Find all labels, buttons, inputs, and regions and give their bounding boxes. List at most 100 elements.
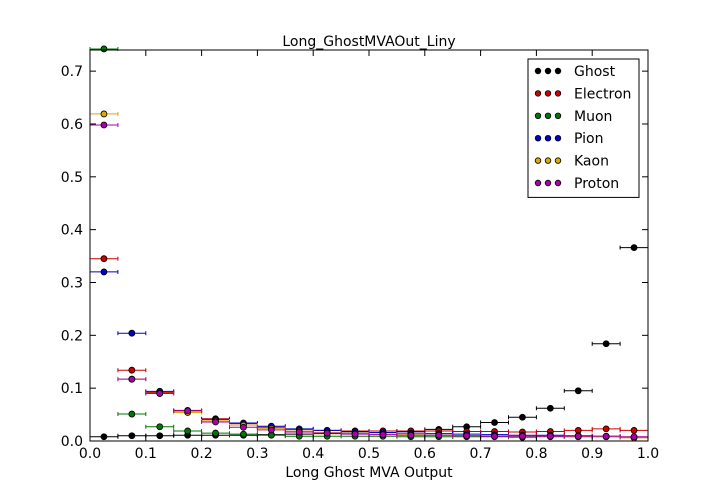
data-point [100,45,108,53]
data-point [602,432,610,440]
legend-label: Electron [574,86,631,102]
legend-marker [544,179,552,187]
data-point [267,426,275,434]
legend-entry: Pion [534,131,603,147]
data-point [100,121,108,129]
legend-entry: Proton [534,176,619,192]
x-axis: 0.0 0.1 0.2 0.3 0.4 0.5 0.6 0.7 0.8 0.9 1.0 [79,50,659,462]
legend-marker [554,67,562,75]
data-point [240,430,247,438]
data-point [156,432,164,440]
series-proton [89,121,649,441]
data-point [212,418,219,426]
data-point [435,431,443,439]
data-point [128,410,136,418]
data-point [379,431,387,439]
legend-marker [534,179,542,187]
data-point [156,390,164,397]
x-tick-label: 1.0 [637,446,659,462]
legend-marker [554,179,562,187]
data-point [602,425,610,433]
legend-marker [534,90,542,97]
legend-box [527,58,640,198]
x-axis-label: Long Ghost MVA Output [285,465,453,481]
legend-marker [554,112,562,119]
data-point [491,419,498,426]
legend-marker [544,134,552,142]
data-point [184,427,192,435]
x-tick-label: 0.8 [525,446,547,462]
data-point [351,430,359,438]
data-point [574,432,582,440]
data-point [128,329,136,337]
data-point [463,432,471,440]
legend-marker [544,67,552,75]
x-tick-label: 0.2 [190,446,212,462]
legend-label: Muon [574,109,612,125]
data-point [630,433,638,441]
data-point [184,407,192,415]
y-tick-label: 0.1 [61,381,83,397]
legend-entry: Kaon [534,154,609,170]
data-point [128,432,136,440]
legend-marker [544,157,552,164]
legend-marker [534,112,542,119]
x-tick-label: 0.6 [414,446,436,462]
y-tick-label: 0.7 [61,64,83,80]
data-point [546,404,554,412]
x-tick-label: 0.7 [469,446,491,462]
data-point [546,432,554,440]
data-point [602,340,610,348]
x-tick-label: 0.4 [302,446,324,462]
data-point [295,428,303,436]
legend-marker [544,90,552,97]
data-point [630,427,638,434]
legend-marker [554,90,562,97]
legend-entry: Ghost [534,64,616,80]
data-point [212,429,219,437]
data-point [407,431,415,439]
y-tick-label: 0.5 [61,170,83,186]
legend: Ghost Electron Muon Pion Kaon Proton [527,58,640,198]
legend-marker [554,157,562,164]
data-point [323,429,331,437]
x-tick-label: 0.1 [135,446,157,462]
legend-marker [554,134,562,142]
legend-label: Ghost [574,64,616,80]
legend-marker [534,157,542,164]
x-tick-label: 0.0 [79,446,101,462]
y-tick-label: 0.0 [61,434,83,450]
data-point [519,432,526,440]
data-point [574,387,582,395]
data-point [240,423,247,431]
legend-label: Proton [574,176,619,192]
y-tick-label: 0.3 [61,275,83,291]
legend-entry: Muon [534,109,612,125]
y-axis: 0.0 0.1 0.2 0.3 0.4 0.5 0.6 0.7 [61,64,648,450]
x-tick-label: 0.9 [581,446,603,462]
legend-label: Pion [574,131,603,147]
legend-marker [534,134,542,142]
data-point [156,423,164,431]
legend-marker [544,112,552,119]
y-tick-label: 0.2 [61,328,83,344]
data-point [100,110,108,118]
x-tick-label: 0.5 [358,446,380,462]
series-pion [89,268,649,441]
data-point [100,433,108,441]
data-point [100,255,108,263]
chart-title: Long_GhostMVAOut_Liny [282,34,455,50]
legend-marker [534,67,542,75]
data-point [491,432,498,440]
legend-label: Kaon [574,154,609,170]
data-point [519,413,526,421]
data-point [128,375,136,383]
plot-area [89,45,649,442]
data-point [630,244,638,252]
x-tick-label: 0.3 [246,446,268,462]
y-tick-label: 0.6 [61,117,83,133]
legend-entry: Electron [534,86,631,102]
data-point [100,268,108,276]
y-tick-label: 0.4 [61,223,83,239]
